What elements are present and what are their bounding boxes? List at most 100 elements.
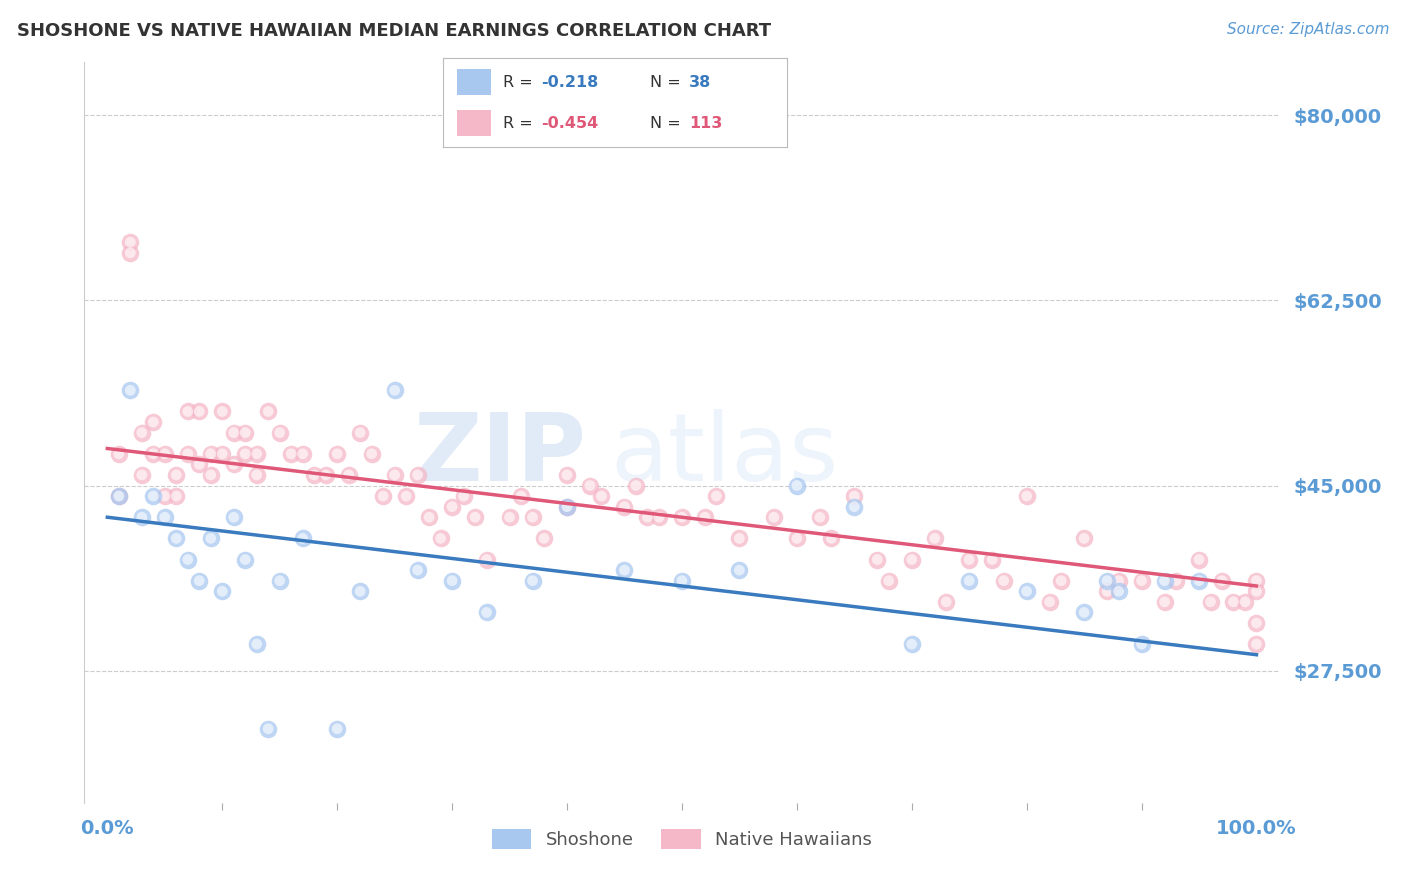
Point: [475, 552, 498, 566]
Point: [844, 500, 866, 514]
Legend: Shoshone, Native Hawaiians: Shoshone, Native Hawaiians: [485, 822, 879, 856]
Point: [498, 510, 520, 524]
Point: [222, 458, 245, 472]
Point: [522, 574, 544, 588]
Point: [291, 447, 314, 461]
Point: [1246, 637, 1268, 651]
Point: [233, 425, 256, 440]
Point: [222, 458, 245, 472]
Text: SHOSHONE VS NATIVE HAWAIIAN MEDIAN EARNINGS CORRELATION CHART: SHOSHONE VS NATIVE HAWAIIAN MEDIAN EARNI…: [17, 22, 770, 40]
Point: [211, 584, 233, 599]
Point: [142, 415, 165, 429]
Point: [900, 552, 922, 566]
Point: [555, 467, 578, 482]
Point: [808, 510, 831, 524]
Point: [246, 637, 269, 651]
Point: [1073, 606, 1095, 620]
Point: [441, 574, 464, 588]
Text: 38: 38: [689, 75, 711, 89]
Point: [257, 722, 280, 736]
Point: [671, 574, 693, 588]
Point: [1188, 574, 1211, 588]
Point: [1164, 574, 1187, 588]
Text: N =: N =: [650, 116, 681, 130]
Point: [291, 532, 314, 546]
Point: [1188, 552, 1211, 566]
Point: [153, 510, 176, 524]
Point: [1246, 584, 1268, 599]
Point: [579, 478, 602, 492]
Point: [671, 574, 693, 588]
Point: [246, 637, 269, 651]
Point: [613, 563, 636, 577]
Point: [153, 489, 176, 503]
Point: [326, 447, 349, 461]
Point: [957, 552, 980, 566]
Point: [269, 425, 291, 440]
Point: [222, 425, 245, 440]
Point: [360, 447, 382, 461]
Point: [1015, 584, 1038, 599]
Point: [475, 552, 498, 566]
Point: [1211, 574, 1233, 588]
Point: [165, 467, 187, 482]
Point: [866, 552, 889, 566]
Text: ZIP: ZIP: [413, 409, 586, 500]
Point: [1199, 595, 1222, 609]
Point: [1039, 595, 1062, 609]
Point: [406, 467, 429, 482]
Point: [326, 722, 349, 736]
Point: [1130, 574, 1153, 588]
Point: [475, 606, 498, 620]
Text: 113: 113: [689, 116, 723, 130]
Point: [728, 563, 751, 577]
Point: [315, 467, 337, 482]
Point: [131, 510, 153, 524]
Point: [1108, 574, 1130, 588]
Point: [222, 510, 245, 524]
Point: [453, 489, 475, 503]
Point: [866, 552, 889, 566]
Text: -0.454: -0.454: [541, 116, 599, 130]
Point: [1246, 615, 1268, 630]
Point: [498, 510, 520, 524]
Point: [418, 510, 440, 524]
Point: [153, 447, 176, 461]
Point: [233, 552, 256, 566]
Point: [302, 467, 325, 482]
Point: [1164, 574, 1187, 588]
Point: [373, 489, 395, 503]
Text: N =: N =: [650, 75, 681, 89]
Point: [844, 500, 866, 514]
Point: [464, 510, 486, 524]
Point: [131, 510, 153, 524]
Point: [522, 574, 544, 588]
Point: [555, 500, 578, 514]
Point: [120, 384, 142, 398]
Point: [188, 404, 211, 418]
Point: [613, 500, 636, 514]
Point: [957, 574, 980, 588]
Point: [1246, 574, 1268, 588]
Point: [326, 447, 349, 461]
Point: [108, 489, 131, 503]
Point: [120, 235, 142, 250]
Point: [555, 467, 578, 482]
Point: [291, 532, 314, 546]
Point: [464, 510, 486, 524]
Point: [246, 467, 269, 482]
Point: [624, 478, 647, 492]
Point: [211, 404, 233, 418]
Point: [246, 447, 269, 461]
Point: [211, 447, 233, 461]
Text: R =: R =: [503, 75, 533, 89]
Point: [233, 425, 256, 440]
Point: [555, 500, 578, 514]
Point: [1246, 584, 1268, 599]
Point: [177, 447, 200, 461]
Point: [555, 500, 578, 514]
Point: [165, 467, 187, 482]
Point: [728, 532, 751, 546]
Point: [406, 563, 429, 577]
Point: [624, 478, 647, 492]
